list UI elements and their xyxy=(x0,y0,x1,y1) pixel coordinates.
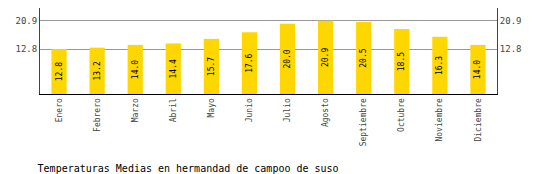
svg-text:Febrero: Febrero xyxy=(93,98,102,132)
svg-text:20.0: 20.0 xyxy=(283,49,292,68)
svg-text:Agosto: Agosto xyxy=(321,98,330,127)
svg-text:Enero: Enero xyxy=(55,98,64,122)
svg-text:Diciembre: Diciembre xyxy=(474,98,483,142)
svg-text:Mayo: Mayo xyxy=(207,98,216,117)
svg-text:Abril: Abril xyxy=(169,98,178,122)
svg-text:Temperaturas Medias en hermand: Temperaturas Medias en hermandad de camp… xyxy=(38,163,339,174)
svg-text:14.0: 14.0 xyxy=(473,60,482,79)
svg-text:17.6: 17.6 xyxy=(245,53,254,72)
svg-text:20.5: 20.5 xyxy=(359,48,368,67)
svg-text:20.9: 20.9 xyxy=(500,16,522,26)
svg-text:20.9: 20.9 xyxy=(321,48,330,67)
svg-text:15.7: 15.7 xyxy=(207,57,216,76)
svg-text:12.8: 12.8 xyxy=(16,44,38,54)
svg-text:12.8: 12.8 xyxy=(500,44,522,54)
svg-text:20.9: 20.9 xyxy=(16,16,38,26)
svg-text:Noviembre: Noviembre xyxy=(435,98,444,142)
svg-text:12.8: 12.8 xyxy=(55,62,64,81)
svg-text:14.0: 14.0 xyxy=(131,60,140,79)
svg-text:13.2: 13.2 xyxy=(93,61,102,80)
svg-text:14.4: 14.4 xyxy=(169,59,178,78)
svg-text:Julio: Julio xyxy=(283,98,292,122)
svg-text:Septiembre: Septiembre xyxy=(359,98,368,146)
svg-text:Junio: Junio xyxy=(245,98,254,122)
svg-text:18.5: 18.5 xyxy=(397,52,406,71)
svg-text:Octubre: Octubre xyxy=(397,98,406,132)
svg-text:Marzo: Marzo xyxy=(131,98,140,122)
svg-text:16.3: 16.3 xyxy=(435,56,444,75)
